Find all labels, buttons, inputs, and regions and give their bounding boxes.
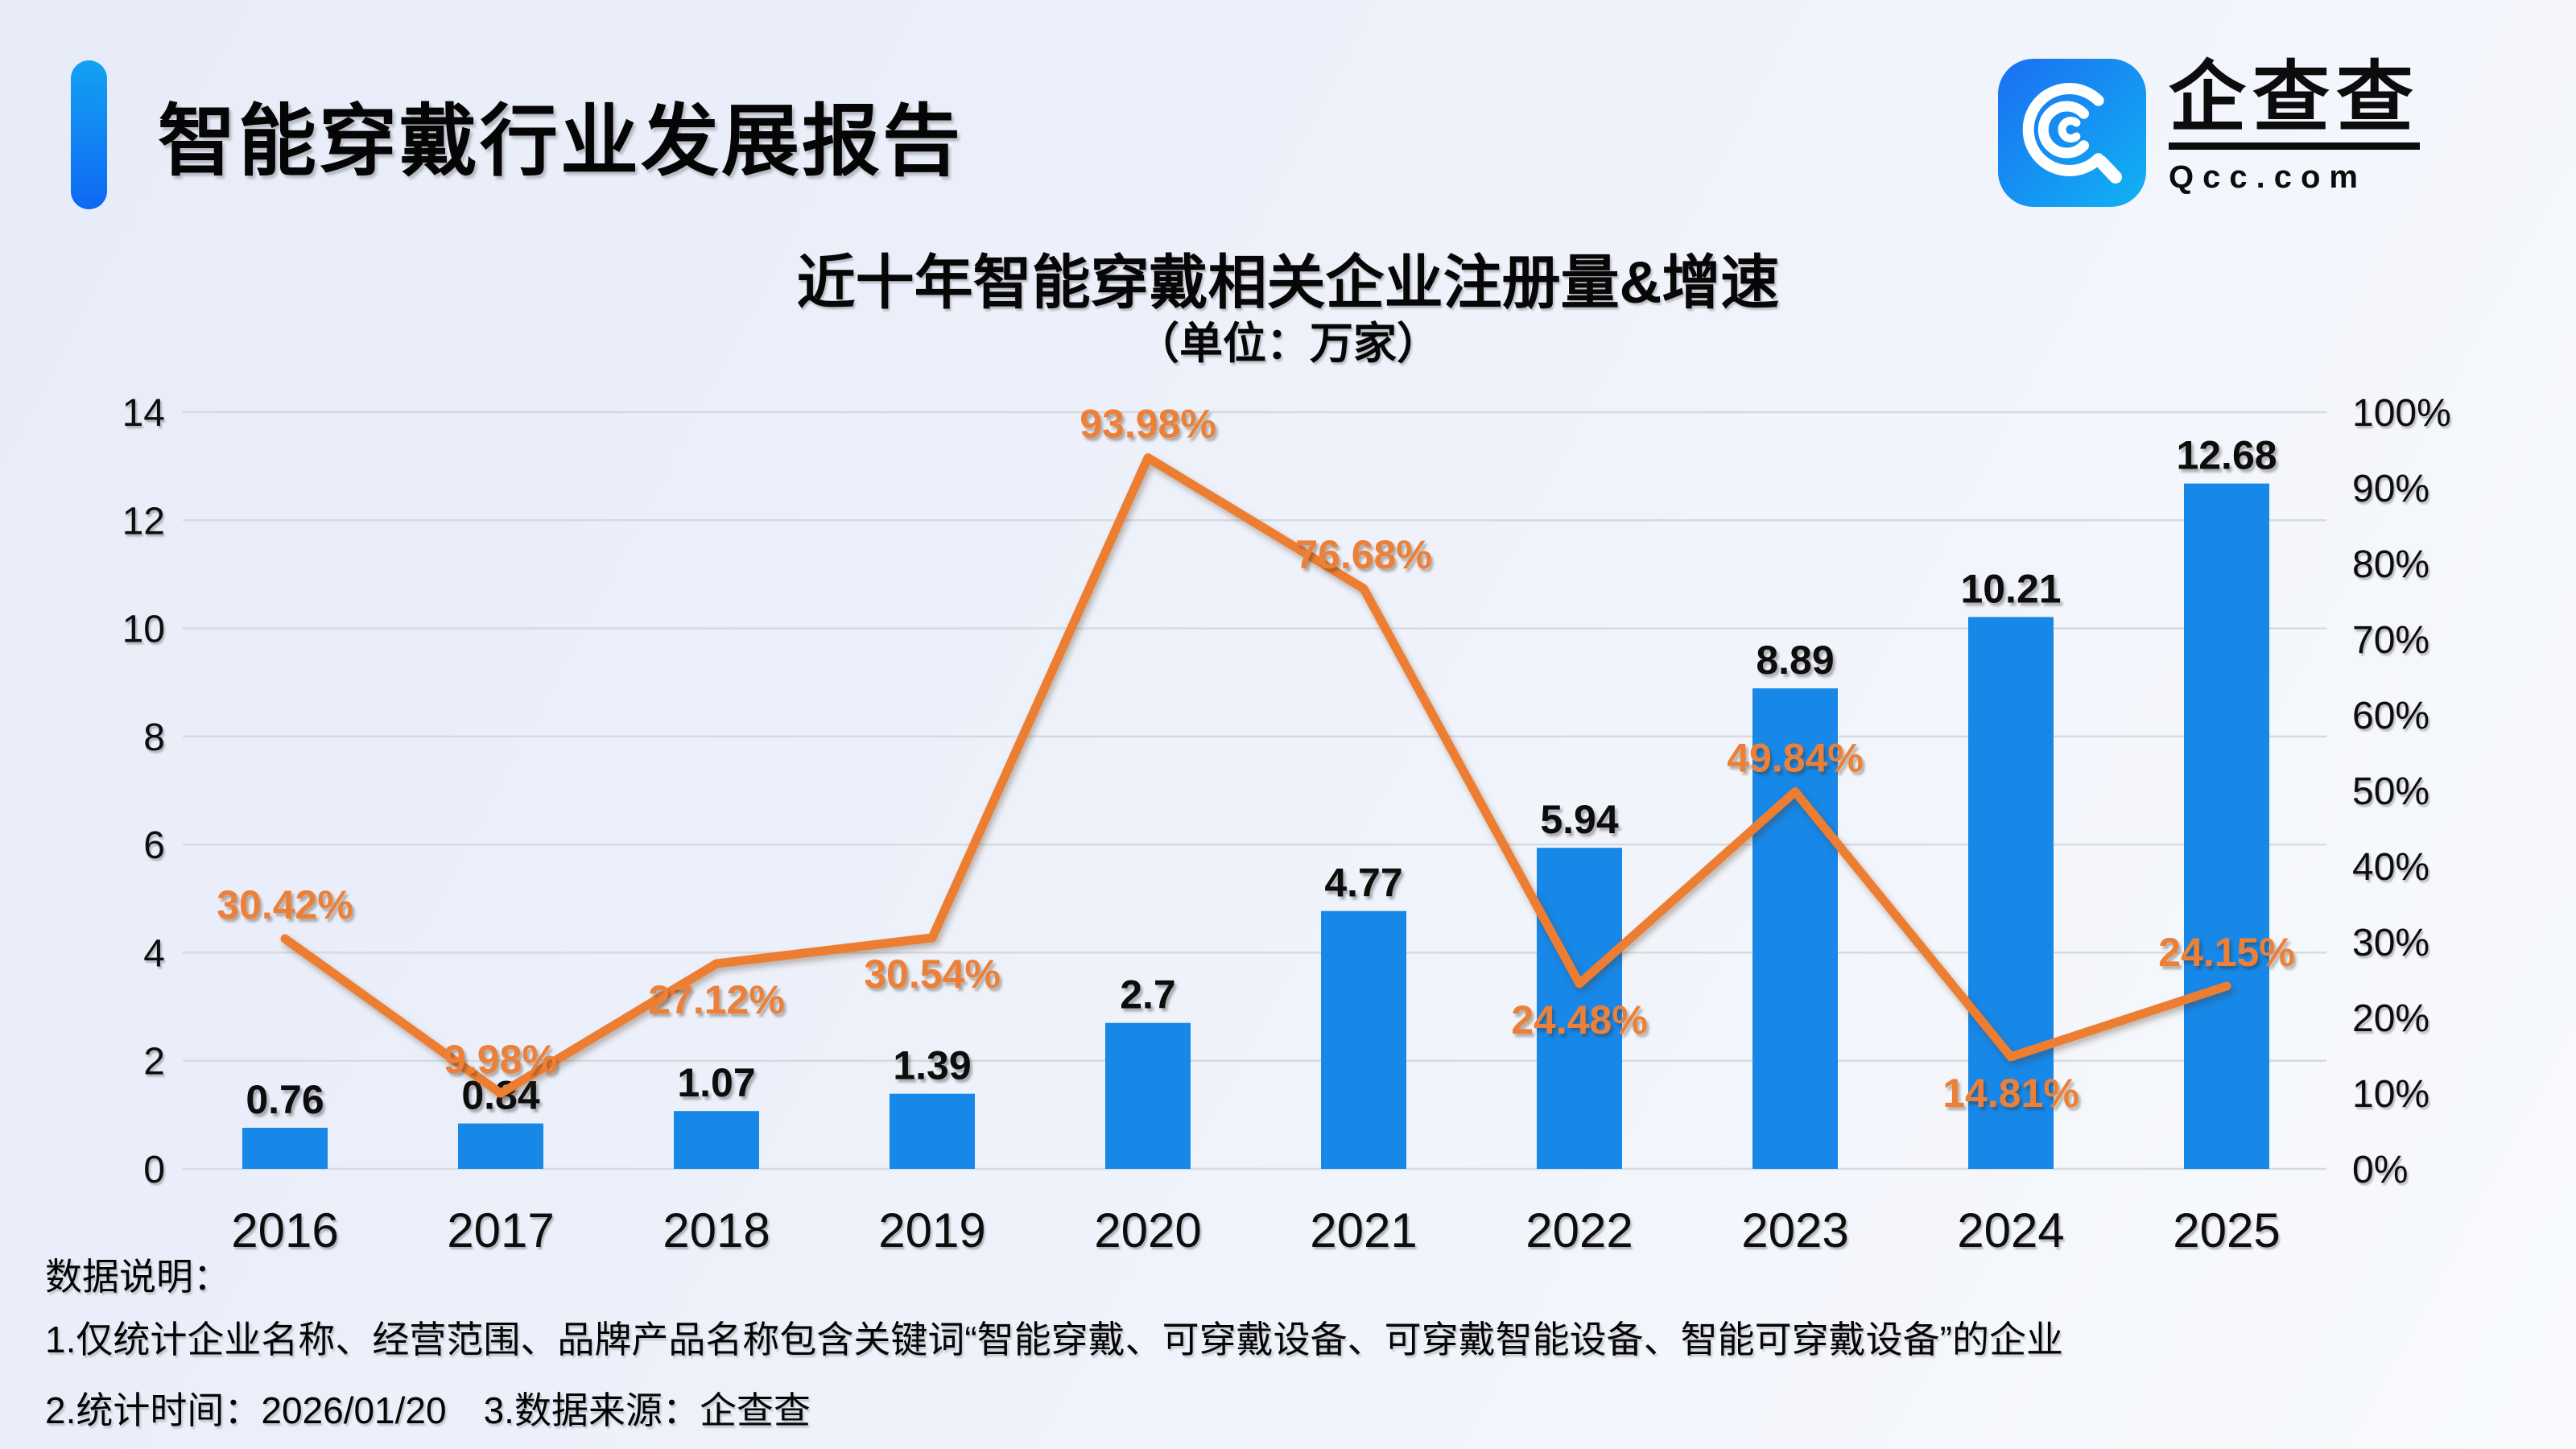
growth-label-2016: 30.42% — [217, 882, 353, 927]
right-tick-90%: 90% — [2352, 468, 2429, 510]
year-label-2023: 2023 — [1741, 1203, 1848, 1257]
bar-2021 — [1321, 910, 1406, 1169]
bar-2019 — [890, 1093, 975, 1169]
year-label-2021: 2021 — [1310, 1203, 1417, 1257]
bar-2017 — [458, 1123, 543, 1169]
right-tick-80%: 80% — [2352, 543, 2429, 586]
bar-label-2022: 5.94 — [1540, 797, 1619, 842]
year-label-2017: 2017 — [447, 1203, 554, 1257]
growth-label-2021: 76.68% — [1295, 532, 1432, 577]
year-label-2020: 2020 — [1094, 1203, 1201, 1257]
footer-heading: 数据说明： — [45, 1256, 230, 1298]
bar-2023 — [1752, 688, 1838, 1169]
right-tick-30%: 30% — [2352, 922, 2429, 964]
bar-label-2024: 10.21 — [1960, 566, 2061, 611]
right-tick-100%: 100% — [2352, 392, 2451, 435]
right-tick-40%: 40% — [2352, 846, 2429, 889]
bar-label-2016: 0.76 — [246, 1077, 324, 1122]
growth-label-2025: 24.15% — [2158, 930, 2295, 975]
growth-label-2019: 30.54% — [864, 952, 1001, 997]
bar-label-2020: 2.7 — [1120, 972, 1176, 1018]
bar-label-2019: 1.39 — [893, 1043, 971, 1088]
right-tick-60%: 60% — [2352, 695, 2429, 737]
left-tick-6: 6 — [143, 824, 165, 867]
bar-label-2018: 1.07 — [677, 1060, 755, 1105]
year-label-2018: 2018 — [663, 1203, 770, 1257]
right-tick-10%: 10% — [2352, 1073, 2429, 1116]
bar-label-2021: 4.77 — [1324, 861, 1402, 906]
growth-label-2017: 9.98% — [444, 1037, 558, 1082]
year-label-2024: 2024 — [1957, 1203, 2064, 1257]
left-tick-12: 12 — [122, 500, 165, 543]
growth-label-2022: 24.48% — [1511, 997, 1648, 1042]
year-label-2016: 2016 — [231, 1203, 338, 1257]
right-tick-0%: 0% — [2352, 1149, 2408, 1191]
growth-label-2020: 93.98% — [1080, 402, 1216, 447]
bar-2024 — [1968, 617, 2054, 1169]
footer-note-date-source: 2.统计时间：2026/01/20 3.数据来源：企查查 — [45, 1389, 811, 1431]
left-tick-10: 10 — [122, 609, 165, 651]
growth-label-2018: 27.12% — [648, 977, 785, 1022]
report-title: 智能穿戴行业发展报告 — [158, 97, 963, 185]
right-tick-20%: 20% — [2352, 997, 2429, 1040]
bar-2025 — [2184, 483, 2269, 1169]
chart-subtitle: （单位：万家） — [1136, 320, 1440, 368]
year-label-2025: 2025 — [2173, 1203, 2280, 1257]
growth-label-2024: 14.81% — [1942, 1071, 2079, 1116]
footer-note-scope: 1.仅统计企业名称、经营范围、品牌产品名称包含关键词“智能穿戴、可穿戴设备、可穿… — [45, 1319, 2063, 1360]
growth-label-2023: 49.84% — [1727, 736, 1864, 781]
bar-2018 — [674, 1111, 759, 1169]
left-tick-2: 2 — [143, 1041, 165, 1084]
right-tick-50%: 50% — [2352, 770, 2429, 813]
year-label-2022: 2022 — [1525, 1203, 1633, 1257]
bar-2020 — [1105, 1022, 1191, 1169]
bar-label-2023: 8.89 — [1756, 638, 1834, 683]
qcc-logo-name: 企查查 — [2169, 59, 2420, 150]
report-header: 智能穿戴行业发展报告 企查查 Qcc.com — [0, 0, 2576, 242]
qcc-logo-domain: Qcc.com — [2169, 159, 2367, 195]
qcc-magnifier-icon — [1998, 59, 2146, 207]
right-tick-70%: 70% — [2352, 619, 2429, 662]
title-accent-bar — [71, 60, 107, 209]
left-tick-0: 0 — [143, 1149, 165, 1191]
bar-label-2025: 12.68 — [2176, 433, 2277, 478]
qcc-logo: 企查查 Qcc.com — [1998, 59, 2420, 207]
chart-title: 近十年智能穿戴相关企业注册量&增速 — [796, 250, 1780, 316]
left-tick-8: 8 — [143, 716, 165, 759]
bar-2022 — [1537, 848, 1622, 1169]
left-tick-4: 4 — [143, 932, 165, 975]
qcc-logo-text: 企查查 Qcc.com — [2169, 59, 2420, 196]
growth-line — [280, 453, 2231, 1098]
bar-2016 — [242, 1127, 328, 1169]
year-label-2019: 2019 — [878, 1203, 985, 1257]
left-tick-14: 14 — [122, 392, 165, 435]
